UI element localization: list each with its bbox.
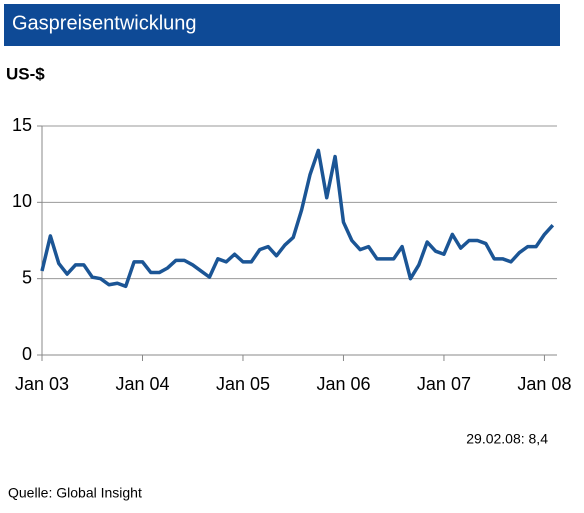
y-axis-label: US-$	[6, 64, 45, 83]
source: Quelle: Global Insight	[8, 485, 142, 501]
y-tick-label: 15	[12, 115, 32, 135]
x-tick-label: Jan 03	[15, 374, 69, 394]
x-tick-label: Jan 05	[216, 374, 270, 394]
x-tick-label: Jan 07	[417, 374, 471, 394]
y-tick-label: 10	[12, 191, 32, 211]
title-bar	[4, 4, 560, 46]
chart-title: Gaspreisentwicklung	[12, 12, 197, 34]
x-tick-label: Jan 08	[517, 374, 571, 394]
annotation: 29.02.08: 8,4	[466, 431, 548, 447]
data-line	[40, 148, 555, 289]
y-tick-label: 0	[22, 344, 32, 364]
x-tick-label: Jan 06	[316, 374, 370, 394]
x-tick-label: Jan 04	[115, 374, 169, 394]
y-tick-label: 5	[22, 267, 32, 287]
